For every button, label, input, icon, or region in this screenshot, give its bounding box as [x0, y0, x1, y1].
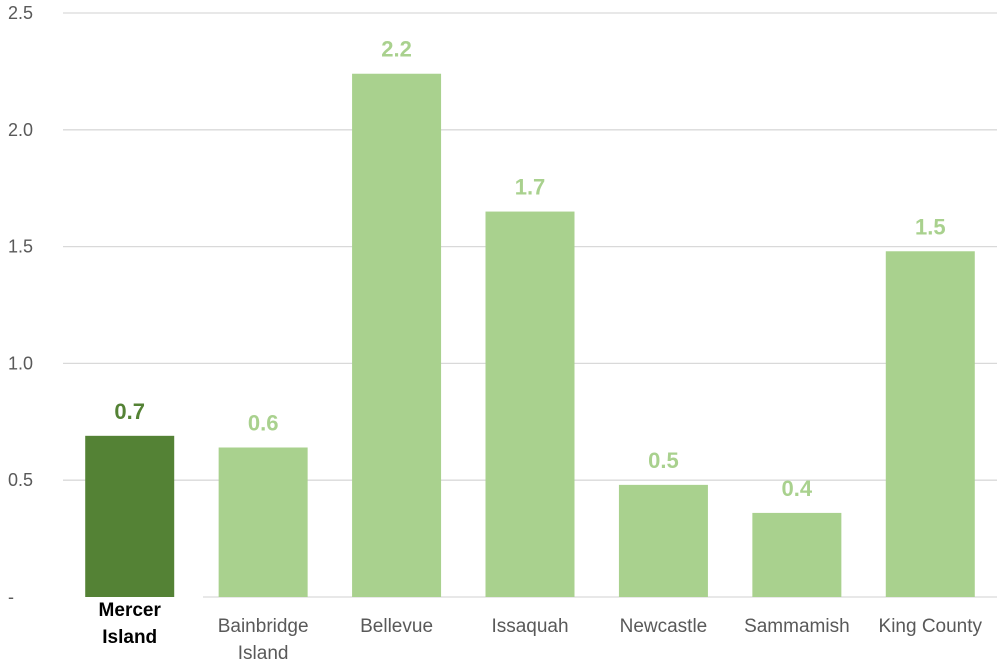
data-label: 0.6 — [248, 410, 279, 435]
data-label: 1.7 — [515, 175, 546, 200]
bars — [85, 73, 975, 597]
data-label: 0.5 — [648, 448, 679, 473]
bar — [885, 251, 975, 597]
bar — [352, 73, 442, 597]
data-label: 1.5 — [915, 214, 946, 239]
bar — [752, 512, 842, 597]
x-tick-label: Bellevue — [360, 616, 433, 637]
y-tick-label: 1.5 — [8, 237, 33, 257]
x-tick-label: Mercer Island — [99, 600, 162, 648]
x-axis-category-labels: Mercer Island Bainbridge Island Bellevue Issa… — [99, 600, 983, 662]
bar — [218, 447, 308, 597]
x-tick-label: Newcastle — [620, 616, 708, 637]
bar — [485, 211, 575, 597]
data-label: 0.7 — [114, 399, 145, 424]
y-axis-tick-labels: - 0.5 1.0 1.5 2.0 2.5 — [8, 3, 33, 607]
x-tick-label: Issaquah — [491, 616, 568, 637]
y-tick-label: 2.5 — [8, 3, 33, 23]
data-labels: 0.7 0.6 2.2 1.7 0.5 0.4 1.5 — [114, 37, 945, 501]
data-label: 2.2 — [381, 37, 412, 62]
x-tick-label: King County — [879, 616, 983, 637]
bar — [618, 484, 708, 597]
bar — [85, 435, 175, 597]
y-tick-label: - — [8, 587, 14, 607]
y-tick-label: 1.0 — [8, 353, 33, 373]
data-label: 0.4 — [782, 476, 813, 501]
x-tick-label: Bainbridge Island — [218, 616, 309, 662]
y-tick-label: 2.0 — [8, 120, 33, 140]
x-tick-label: Sammamish — [744, 616, 850, 637]
y-tick-label: 0.5 — [8, 470, 33, 490]
